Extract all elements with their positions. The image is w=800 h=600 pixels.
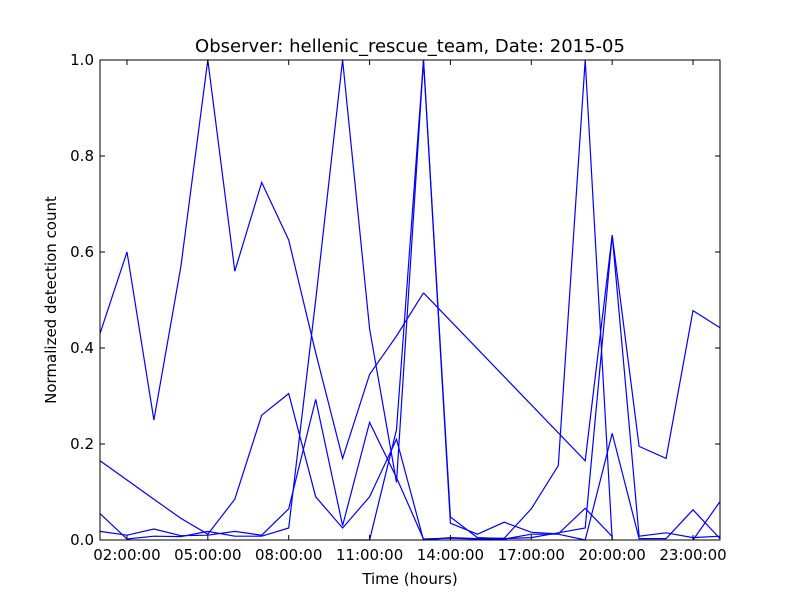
series-line-2: [423, 235, 721, 463]
series-line-7: [692, 501, 721, 541]
x-tick-label: 08:00:00: [255, 546, 322, 564]
y-tick-label: 0.0: [70, 531, 94, 549]
series-line-4: [99, 59, 613, 541]
chart-title: Observer: hellenic_rescue_team, Date: 20…: [195, 36, 625, 57]
y-tick-label: 0.2: [70, 435, 94, 453]
x-tick-label: 17:00:00: [498, 546, 565, 564]
x-tick-label: 14:00:00: [417, 546, 484, 564]
x-axis-label: Time (hours): [361, 570, 457, 588]
series-line-6: [99, 399, 721, 541]
x-tick-label: 11:00:00: [336, 546, 403, 564]
y-tick-label: 0.4: [70, 339, 94, 357]
ticks-group: 02:00:00 05:00:00 08:00:00 11:00:00 14:00:00…: [70, 51, 727, 564]
y-tick-label: 0.8: [70, 147, 94, 165]
x-tick-label: 05:00:00: [174, 546, 241, 564]
plot-frame: [99, 59, 721, 541]
series-group: [99, 59, 721, 541]
series-line-5: [99, 59, 721, 540]
x-tick-label: 23:00:00: [659, 546, 726, 564]
x-tick-label: 02:00:00: [93, 546, 160, 564]
x-tick-label: 20:00:00: [578, 546, 645, 564]
series-line-3: [342, 59, 613, 541]
series-line-1: [99, 59, 425, 461]
y-tick-label: 0.6: [70, 243, 94, 261]
y-tick-label: 1.0: [70, 51, 94, 69]
y-axis-label: Normalized detection count: [42, 196, 60, 404]
